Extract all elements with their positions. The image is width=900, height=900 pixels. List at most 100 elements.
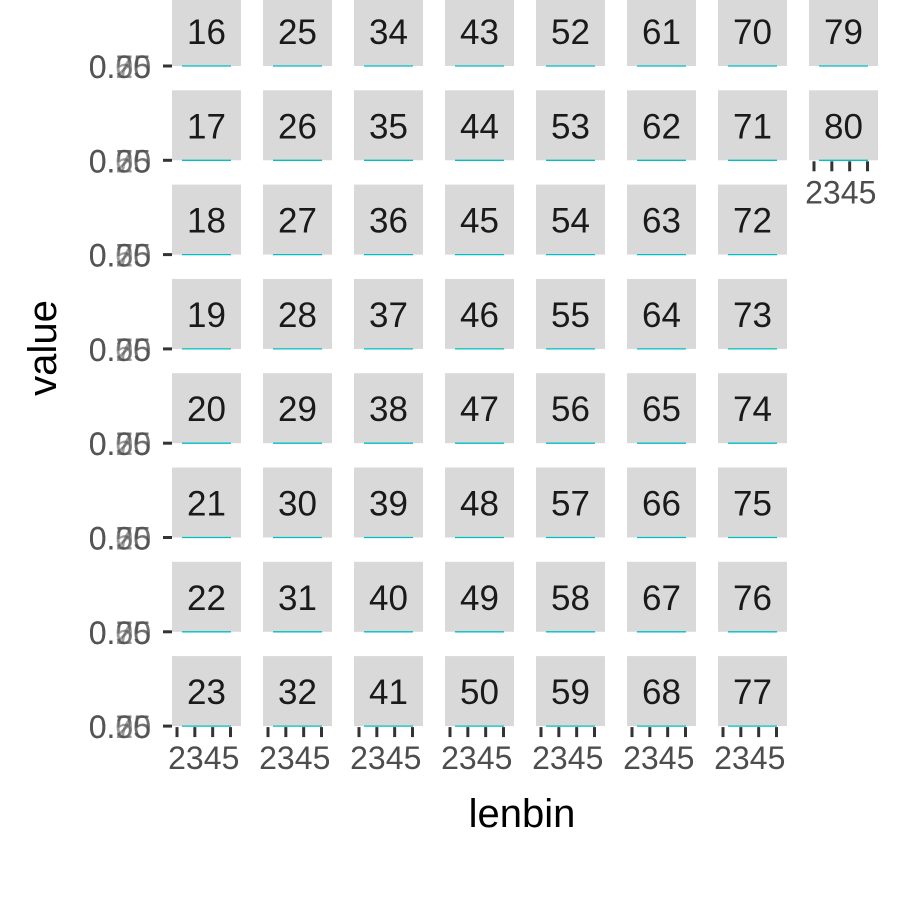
facet-strip [445,0,514,66]
facet-strip-label: 19 [187,296,226,335]
facet-strip [627,656,696,727]
facet-strip-label: 64 [642,296,681,335]
facet-strip-label: 39 [369,485,408,524]
facet-strip [536,184,605,255]
x-tick-label: 5 [404,740,422,776]
facet-panel-57: 57 [536,467,605,539]
facet-panel-77: 77 [718,656,787,727]
facet-strip [718,278,787,349]
facet-strip-label: 53 [551,107,590,146]
facet-panel-63: 63 [627,184,696,256]
y-tick-label: 0.50 [89,143,151,179]
x-tick-label: 4 [295,740,313,776]
y-tick-label: 0.75 [89,426,151,462]
facet-strip-label: 72 [733,202,772,241]
facet-strip-label: 49 [460,579,499,618]
facet-strip [445,278,514,349]
facet-strip-label: 75 [733,485,772,524]
y-tick-label: 0.75 [89,332,151,368]
facet-strip-label: 32 [278,673,317,712]
facet-strip-label: 62 [642,107,681,146]
facet-panel-67: 67 [627,561,696,633]
y-tick-label: 0.50 [89,521,151,557]
facet-panel-29: 29 [263,373,332,444]
facet-strip-label: 70 [733,13,772,52]
facet-strip [263,278,332,349]
facet-panel-48: 48 [445,467,514,539]
facet-panel-58: 58 [536,561,605,633]
y-tick-label: 0.75 [89,143,151,179]
facet-panel-16: 16 [172,0,241,67]
y-tick-label: 0.75 [89,521,151,557]
x-tick-label: 2 [532,740,550,776]
facet-strip [536,90,605,161]
facet-panel-37: 37 [354,278,423,350]
facet-strip-label: 55 [551,296,590,335]
facet-panel-75: 75 [718,467,787,539]
facet-strip-label: 58 [551,579,590,618]
facet-strip-label: 18 [187,202,226,241]
facet-strip [354,0,423,66]
y-tick-label: 0.25 [89,332,151,368]
y-tick-label: 0.25 [89,521,151,557]
facet-strip-label: 21 [187,485,226,524]
facet-strip [627,373,696,444]
facet-strip-label: 37 [369,296,408,335]
x-tick-label: 4 [568,740,586,776]
facet-panel-72: 72 [718,184,787,256]
facet-panel-71: 71 [718,90,787,161]
facet-strip-label: 57 [551,485,590,524]
facet-strip-label: 50 [460,673,499,712]
facet-strip [445,373,514,444]
x-tick-label: 3 [732,740,750,776]
facet-panel-68: 68 [627,656,696,727]
facet-strip-label: 35 [369,107,408,146]
x-axis-title: lenbin [469,792,576,836]
facet-strip-label: 20 [187,390,226,429]
facet-strip [172,278,241,349]
facet-strip-label: 54 [551,202,590,241]
facet-strip-label: 61 [642,13,681,52]
y-tick-label: 0.00 [89,332,151,368]
facet-panel-56: 56 [536,373,605,444]
x-tick-label: 3 [459,740,477,776]
facet-strip-label: 48 [460,485,499,524]
facet-panel-76: 76 [718,561,787,633]
facet-strip [718,373,787,444]
facet-strip-label: 31 [278,579,317,618]
facet-strip [354,561,423,632]
facet-panel-74: 74 [718,373,787,444]
facet-panel-59: 59 [536,656,605,727]
facet-panel-79: 79 [809,0,878,67]
y-tick-label: 0.50 [89,426,151,462]
x-axis: 2 3 4 5 2 3 4 5 2 3 4 5 2 3 4 5 2 3 4 5 2 3 4 5 2 3 4 52 3 4 5 [168,161,876,776]
facet-panel-28: 28 [263,278,332,350]
y-tick-label: 0.25 [89,426,151,462]
facet-strip [536,467,605,538]
facet-panel-66: 66 [627,467,696,539]
y-tick-label: 0.50 [89,238,151,274]
y-tick-label: 0.75 [89,615,151,651]
x-tick-label: 5 [222,740,240,776]
facet-strip [172,467,241,538]
facet-strip [718,90,787,161]
facet-panel-27: 27 [263,184,332,256]
facet-panel-35: 35 [354,90,423,161]
y-axis-row-1: 0.000.250.500.75 [89,143,172,179]
facet-panel-46: 46 [445,278,514,350]
x-tick-label: 5 [586,740,604,776]
x-tick-label: 2 [441,740,459,776]
facet-strip [809,90,878,161]
y-tick-label: 0.00 [89,615,151,651]
facet-panel-30: 30 [263,467,332,539]
y-tick-label: 0.25 [89,49,151,85]
facet-strip-label: 44 [460,107,499,146]
facet-panel-18: 18 [172,184,241,256]
facet-panel-40: 40 [354,561,423,633]
facet-panel-34: 34 [354,0,423,67]
facet-panel-17: 17 [172,90,241,161]
facet-strip-label: 52 [551,13,590,52]
facet-panel-43: 43 [445,0,514,67]
